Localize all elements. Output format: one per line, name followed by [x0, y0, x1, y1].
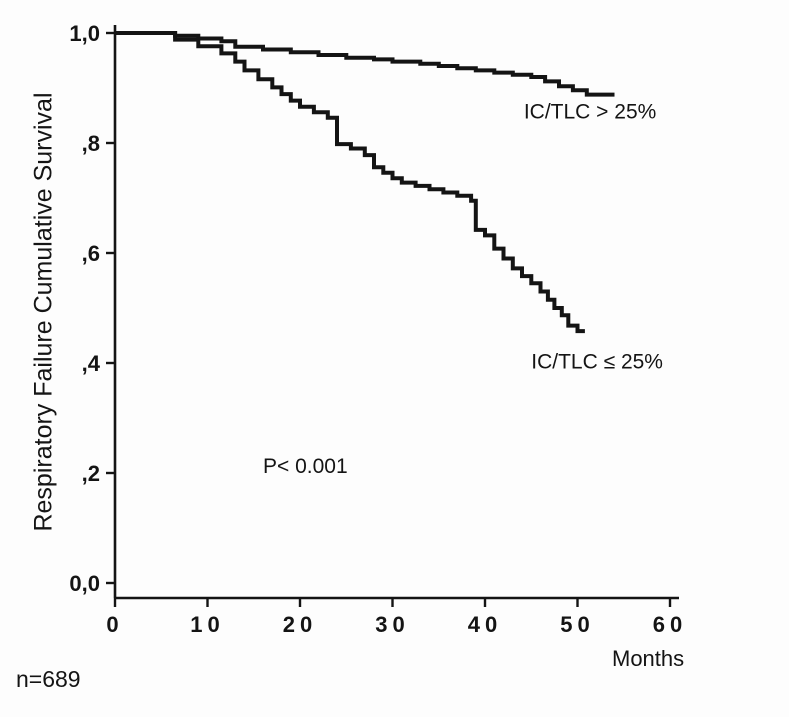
y-tick-label: ,6 — [82, 241, 100, 266]
x-tick-label: 50 — [560, 612, 594, 637]
x-tick-label: 60 — [653, 612, 687, 637]
curve-label: IC/TLC > 25% — [524, 100, 656, 123]
y-tick-label: ,2 — [82, 461, 100, 486]
survival-curve — [115, 31, 585, 334]
y-tick-label: ,4 — [82, 351, 101, 376]
y-tick-label: ,8 — [82, 131, 100, 156]
x-tick-label: 30 — [375, 612, 409, 637]
x-tick-label: 40 — [468, 612, 502, 637]
x-tick-label: 0 — [106, 612, 123, 637]
x-tick-label: 20 — [283, 612, 317, 637]
y-axis-title: Respiratory Failure Cumulative Survival — [29, 92, 58, 532]
p-value-label: P< 0.001 — [263, 455, 348, 478]
x-axis-title: Months — [612, 646, 685, 671]
survival-curve — [115, 31, 615, 97]
sample-size-label: n=689 — [16, 666, 81, 692]
x-tick-label: 10 — [190, 612, 224, 637]
curve-label: IC/TLC ≤ 25% — [531, 351, 663, 374]
y-tick-label: 1,0 — [69, 21, 100, 46]
y-tick-label: 0,0 — [69, 571, 100, 596]
